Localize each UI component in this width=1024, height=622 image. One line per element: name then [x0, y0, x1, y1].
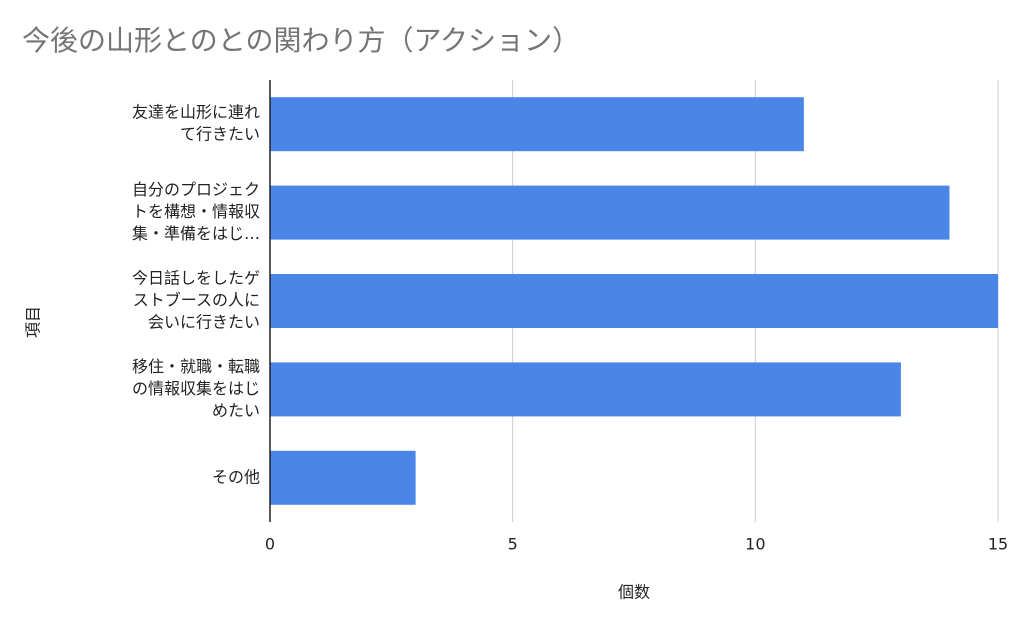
y-tick-label: めたい [212, 401, 260, 420]
y-tick-label: トを構想・情報収 [132, 202, 260, 221]
y-tick-label: 今日話しをしたゲ [132, 269, 260, 288]
y-tick-label: 集・準備をはじ… [132, 224, 260, 243]
y-tick-label: 友達を山形に連れ [132, 103, 260, 122]
x-tick-label: 5 [508, 535, 518, 554]
y-tick-label: 会いに行きたい [148, 313, 260, 332]
y-tick-label: その他 [212, 467, 260, 486]
y-tick-label: て行きたい [180, 125, 260, 144]
x-tick-label: 0 [265, 535, 275, 554]
y-axis-label: 項目 [24, 306, 43, 338]
x-tick-label: 15 [988, 535, 1008, 554]
bar [270, 185, 950, 240]
x-tick-label: 10 [745, 535, 765, 554]
y-tick-label: 移住・就職・転職 [132, 357, 260, 376]
y-tick-label: の情報収集をはじ [132, 379, 260, 398]
bar [270, 362, 901, 417]
bar [270, 97, 804, 152]
y-tick-label: ストブースの人に [133, 291, 260, 310]
x-axis-label: 個数 [618, 583, 650, 602]
bar [270, 450, 416, 505]
chart-title: 今後の山形とのとの関わり方（アクション） [22, 24, 580, 57]
y-tick-label: 自分のプロジェク [132, 180, 260, 199]
bar [270, 274, 998, 328]
